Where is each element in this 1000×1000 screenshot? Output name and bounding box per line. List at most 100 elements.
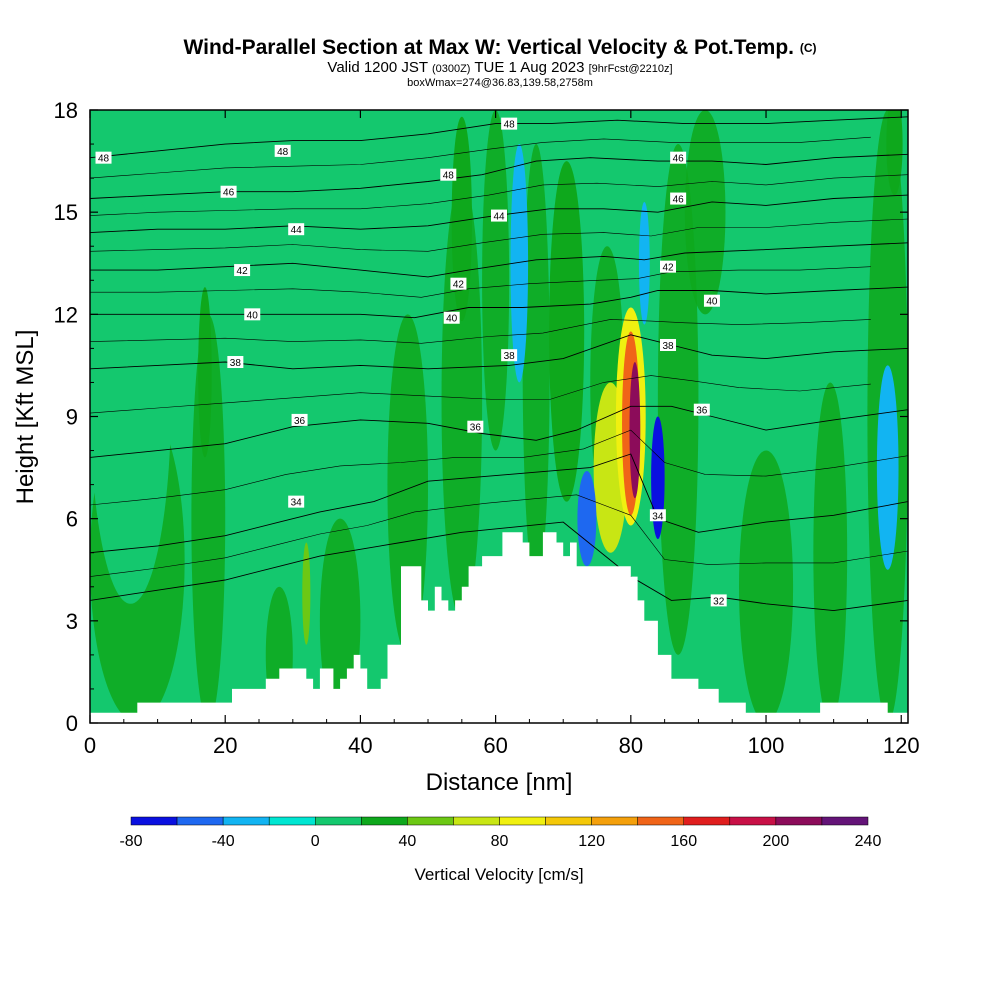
contour-label-8: 44 <box>491 209 507 223</box>
colorbar: -80 -40 0 40 80 120 160 200 240 <box>119 816 882 850</box>
valid-time-utc: (0300Z) <box>431 63 471 75</box>
x-tick-label: 120 <box>883 733 920 758</box>
contour-label-bg <box>220 185 237 198</box>
field-cell-5 <box>198 287 212 458</box>
colorbar-segment <box>545 816 592 826</box>
x-tick-label: 80 <box>619 733 643 758</box>
contour-label-bg <box>501 117 518 130</box>
contour-label-15: 38 <box>227 356 244 369</box>
theta-contour-32 <box>90 521 908 612</box>
contour-label-bg <box>291 413 308 426</box>
colorbar-tick-label: 80 <box>491 833 509 850</box>
y-tick-label: 6 <box>66 507 78 532</box>
y-tick-label: 9 <box>66 405 78 430</box>
field-cell-7 <box>638 201 650 325</box>
x-axis-title: Distance [nm] <box>426 769 573 796</box>
contour-label-bg <box>693 403 710 416</box>
x-tick-label: 20 <box>213 733 237 758</box>
contour-label-bg <box>660 338 677 351</box>
contour-label-3: 48 <box>440 168 457 182</box>
contour-label-text: 46 <box>223 188 235 199</box>
contour-label-text: 48 <box>98 154 110 165</box>
contour-label-text: 44 <box>291 225 303 236</box>
x-tick-label: 40 <box>348 733 372 758</box>
theta-contour-minor-0 <box>90 494 908 577</box>
contour-label-bg <box>670 192 687 205</box>
y-axis-title: Height [Kft MSL] <box>12 330 39 505</box>
x-tick-label: 0 <box>84 733 96 758</box>
y-tick-label: 3 <box>66 609 78 634</box>
theta-contour-minor-2 <box>90 375 871 414</box>
contour-label-text: 44 <box>493 212 505 223</box>
contour-label-23: 32 <box>710 594 727 607</box>
contour-label-bg <box>244 308 261 321</box>
field-cell-11 <box>651 416 665 540</box>
terrain-fill <box>90 532 908 723</box>
contour-label-14: 40 <box>703 294 720 308</box>
contour-label-text: 46 <box>673 154 685 165</box>
contour-label-22: 34 <box>649 509 666 522</box>
box-info: boxWmax=274@36.83,139.58,2758m <box>407 77 593 89</box>
colorbar-segment <box>176 816 224 826</box>
contour-label-bg <box>450 277 467 290</box>
colorbar-segment <box>683 816 731 826</box>
theta-contour-minor-1 <box>90 429 908 506</box>
field-band-13 <box>684 110 726 315</box>
field-cell-1 <box>886 110 903 196</box>
field-cell-3 <box>549 161 585 502</box>
contour-label-bg <box>491 209 507 222</box>
colorbar-segment <box>821 816 869 826</box>
x-tick-label: 100 <box>748 733 785 758</box>
contour-labels: 48 48 48 48 46 46 46 44 44 42 42 42 40 40 40 38 38 38 36 36… <box>95 117 727 607</box>
contour-label-4: 46 <box>670 151 687 165</box>
valid-date: TUE 1 Aug 2023 <box>474 59 585 76</box>
contour-label-19: 36 <box>467 420 484 434</box>
contour-label-bg <box>234 264 251 277</box>
contour-label-text: 36 <box>294 416 306 427</box>
colorbar-tick-label: 0 <box>311 833 320 850</box>
field-band-4 <box>522 144 550 587</box>
theta-contour-minor-5 <box>90 218 908 252</box>
contour-label-text: 48 <box>443 171 455 182</box>
y-tick-label: 0 <box>66 711 78 736</box>
contour-label-text: 42 <box>662 263 674 274</box>
colorbar-segment <box>499 816 546 826</box>
contour-label-bg <box>467 420 484 433</box>
field-band-7 <box>738 450 794 723</box>
contour-label-17: 38 <box>660 338 677 352</box>
contour-label-text: 36 <box>696 406 708 417</box>
contour-label-21: 34 <box>288 495 305 509</box>
contour-label-2: 48 <box>501 117 518 131</box>
contour-label-bg <box>670 151 687 164</box>
contour-label-5: 46 <box>220 185 237 199</box>
contour-label-text: 46 <box>673 195 685 206</box>
contour-label-bg <box>274 144 291 157</box>
colorbar-tick-label: 160 <box>670 833 697 850</box>
colorbar-segment <box>222 816 270 826</box>
contour-label-9: 42 <box>234 264 251 277</box>
contour-label-bg <box>443 311 460 324</box>
field-cell-8 <box>302 542 311 645</box>
copyright-mark: (C) <box>799 41 817 55</box>
contour-label-bg <box>227 356 244 369</box>
contour-label-bg <box>288 495 305 508</box>
colorbar-segment <box>407 816 454 826</box>
contour-label-0: 48 <box>95 151 112 165</box>
contour-label-text: 40 <box>446 314 458 325</box>
theta-contour-48 <box>90 116 908 159</box>
contour-label-text: 48 <box>504 120 516 131</box>
colorbar-tick-label: 240 <box>855 833 882 850</box>
contour-label-bg <box>288 223 305 236</box>
y-tick-label: 18 <box>54 98 78 123</box>
contour-label-text: 42 <box>453 280 465 291</box>
contour-label-12: 40 <box>244 308 261 321</box>
theta-contour-minor-6 <box>90 174 908 216</box>
chart-title-text: Wind-Parallel Section at Max W: Vertical… <box>183 36 794 59</box>
contour-label-text: 38 <box>662 341 674 352</box>
colorbar-segment <box>361 816 408 826</box>
contour-label-text: 34 <box>652 511 664 522</box>
colorbar-segment <box>268 816 316 826</box>
colorbar-segment <box>130 816 178 826</box>
colorbar-tick-label: 40 <box>398 833 416 850</box>
